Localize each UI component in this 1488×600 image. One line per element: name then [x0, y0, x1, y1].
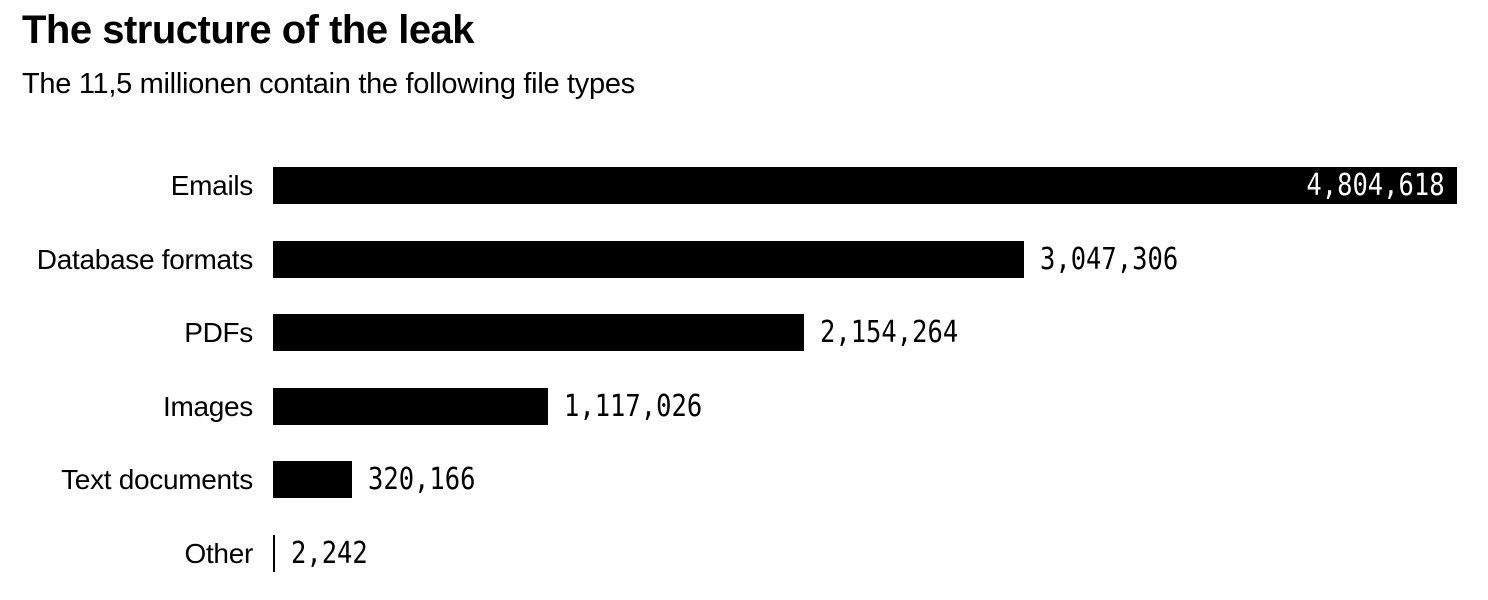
value-label: 1,117,026	[564, 388, 703, 424]
chart-row: Emails 4,804,618	[0, 155, 1488, 229]
category-label: PDFs	[184, 317, 253, 348]
value-label: 2,242	[291, 535, 368, 571]
bar	[273, 240, 1024, 278]
value-label: 3,047,306	[1039, 241, 1179, 277]
bar-chart: Emails 4,804,618 Database formats 3,047,…	[0, 155, 1488, 596]
chart-row: Text documents 320,166	[0, 449, 1488, 523]
chart-row: Database formats 3,047,306	[0, 229, 1488, 303]
bar-track: 320,166	[273, 461, 1488, 498]
page-title: The structure of the leak	[22, 8, 475, 52]
bar: 4,804,618	[273, 167, 1457, 204]
bar	[273, 387, 549, 425]
bar-track: 4,804,618	[273, 167, 1488, 204]
value-label: 4,804,618	[1306, 168, 1445, 203]
category-label: Database formats	[36, 243, 254, 275]
category-label: Emails	[170, 170, 254, 201]
bar-track: 2,154,264	[273, 314, 1488, 351]
bar	[273, 314, 804, 351]
chart-row: Other 2,242	[0, 523, 1488, 597]
chart-row: PDFs 2,154,264	[0, 302, 1488, 376]
chart-row: Images 1,117,026	[0, 376, 1488, 450]
bar-track: 1,117,026	[273, 387, 1488, 425]
value-label: 2,154,264	[819, 315, 959, 350]
page-subtitle: The 11,5 millionen contain the following…	[22, 68, 635, 100]
category-label: Other	[184, 537, 253, 569]
value-label: 320,166	[367, 462, 476, 497]
category-label: Images	[162, 390, 253, 422]
bar	[273, 461, 352, 498]
category-label: Text documents	[61, 464, 253, 495]
bar	[273, 534, 275, 572]
bar-track: 3,047,306	[273, 240, 1488, 278]
bar-track: 2,242	[273, 534, 1488, 572]
